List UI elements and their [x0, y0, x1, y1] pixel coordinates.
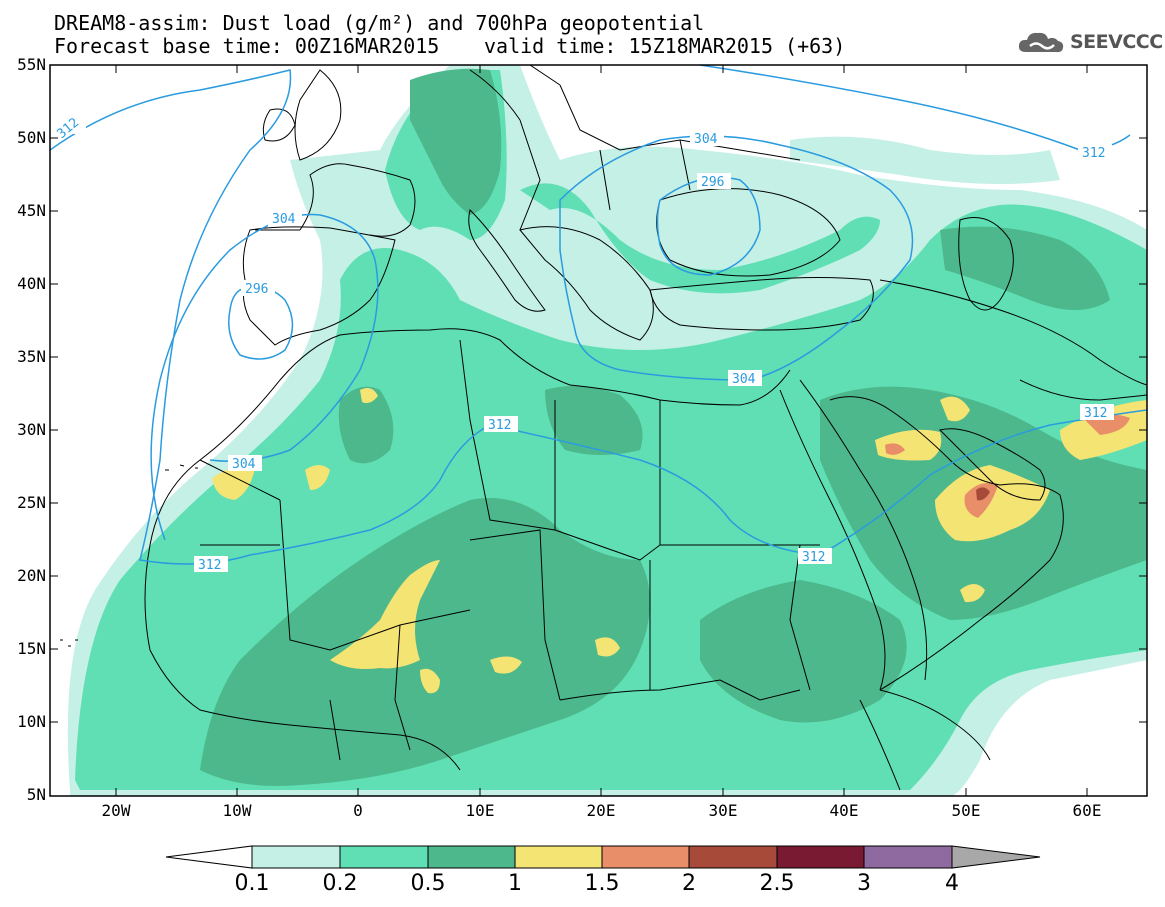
- lat-label: 20N: [17, 566, 46, 585]
- colorbar-label: 0.2: [322, 871, 358, 896]
- colorbar-label: 2: [682, 871, 696, 896]
- contour-label: 312: [1082, 146, 1105, 161]
- lon-label: 20W: [101, 801, 131, 820]
- lon-label: 0: [353, 801, 363, 820]
- colorbar-label: 1.5: [584, 871, 620, 896]
- lon-label: 20E: [586, 801, 616, 820]
- colorbar-swatch-0.2: [339, 845, 429, 869]
- lon-label: 40E: [829, 801, 859, 820]
- lat-label: 5N: [26, 785, 46, 804]
- colorbar-label: 3: [857, 871, 871, 896]
- forecast-base-time: Forecast base time: 00Z16MAR2015: [54, 34, 440, 58]
- contour-label: 312: [802, 550, 825, 565]
- seevccc-logo: SEEVCCC: [1016, 28, 1163, 56]
- contour-label: 296: [701, 175, 724, 190]
- lat-label: 25N: [17, 493, 46, 512]
- logo-text: SEEVCCC: [1070, 31, 1163, 53]
- lat-label: 15N: [17, 639, 46, 658]
- colorbar-swatch-2.5: [776, 845, 865, 869]
- colorbar-label: 0.1: [234, 871, 270, 896]
- contour-labels: 312 304 304 296 304 296 312 304 312 312 …: [52, 115, 1114, 573]
- contour-label: 304: [232, 457, 256, 472]
- contour-label: 296: [245, 282, 268, 297]
- colorbar-label: 1: [508, 871, 522, 896]
- lon-label: 60E: [1072, 801, 1102, 820]
- axis-ticks: [50, 64, 1147, 797]
- colorbar-swatch-1.5: [601, 845, 690, 869]
- colorbar-label: 0.5: [410, 871, 446, 896]
- colorbar-swatch-0.1: [251, 845, 341, 869]
- contour-label: 312: [488, 418, 511, 433]
- lat-label: 50N: [17, 128, 46, 147]
- contour-label: 312: [198, 558, 221, 573]
- lat-label: 30N: [17, 420, 46, 439]
- lon-label: 10W: [222, 801, 252, 820]
- lat-label: 10N: [17, 712, 46, 731]
- lat-label: 35N: [17, 347, 46, 366]
- colorbar-swatch-0.5: [427, 845, 516, 869]
- country-borders: [60, 65, 1147, 791]
- contour-label: 304: [694, 132, 718, 147]
- lon-label: 30E: [708, 801, 738, 820]
- dust-layer-2: [976, 487, 990, 501]
- colorbar: [165, 845, 1041, 869]
- lon-label: 10E: [465, 801, 495, 820]
- lon-label: 50E: [951, 801, 981, 820]
- contour-label: 312: [1084, 406, 1107, 421]
- contour-label: 304: [732, 372, 756, 387]
- colorbar-swatch-1: [514, 845, 603, 869]
- cloud-icon: [1018, 32, 1064, 53]
- colorbar-label: 4: [945, 871, 959, 896]
- lat-label: 40N: [17, 274, 46, 293]
- colorbar-swatch-3: [863, 845, 953, 869]
- colorbar-label: 2.5: [759, 871, 795, 896]
- valid-time: valid time: 15Z18MAR2015 (+63): [484, 34, 846, 58]
- colorbar-right-arrow: [951, 845, 1041, 869]
- colorbar-left-arrow: [165, 845, 253, 869]
- map-title: DREAM8-assim: Dust load (g/m²) and 700hP…: [54, 11, 705, 35]
- contour-label: 304: [272, 212, 296, 227]
- colorbar-swatch-2: [688, 845, 778, 869]
- lat-label: 55N: [17, 55, 46, 74]
- lat-label: 45N: [17, 201, 46, 220]
